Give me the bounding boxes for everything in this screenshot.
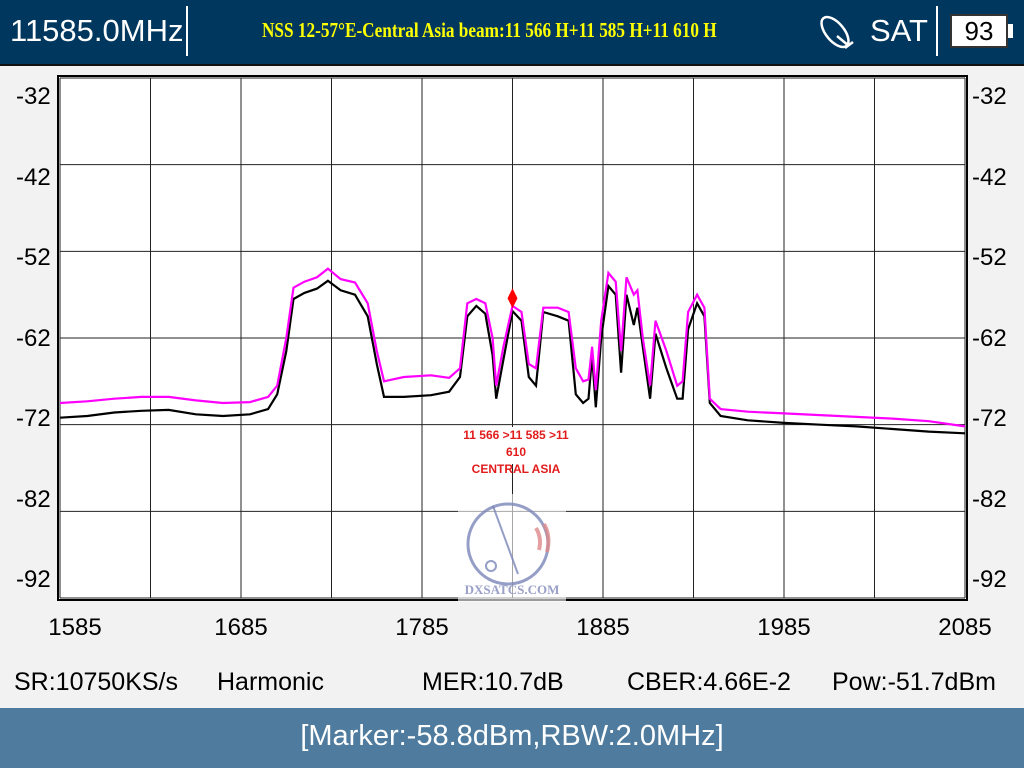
symbol-rate: SR:10750KS/s (14, 668, 178, 696)
y-tick-label-right: -32 (972, 83, 1007, 110)
x-tick-label: 2085 (938, 614, 992, 641)
x-tick-label: 1985 (757, 614, 811, 641)
y-tick-label-right: -42 (972, 163, 1007, 191)
watermark-text: DXSATCS.COM (465, 582, 560, 597)
y-tick-label-left: -52 (16, 244, 51, 271)
x-tick-label: 1585 (48, 614, 102, 641)
mer-value: MER:10.7dB (422, 668, 564, 696)
y-tick-label-right: -72 (972, 405, 1007, 432)
x-tick-label: 1785 (395, 614, 449, 641)
divider (936, 6, 938, 56)
y-tick-label-left: -72 (16, 405, 51, 432)
y-tick-label-left: -92 (16, 566, 51, 593)
battery-tip (1008, 24, 1013, 38)
marker-icon (507, 288, 518, 309)
y-tick-label-left: -82 (16, 485, 51, 513)
y-tick-label-left: -62 (16, 324, 51, 352)
max-hold-trace (59, 267, 966, 428)
divider (186, 6, 188, 56)
header-bar: 11585.0MHz NSS 12-57°E-Central Asia beam… (0, 0, 1024, 66)
y-tick-label-right: -52 (972, 244, 1007, 271)
y-tick-label-left: -32 (16, 83, 51, 110)
x-tick-label: 1885 (576, 614, 630, 641)
transponder-note: 11 566 >11 585 >11 610 CENTRAL ASIA (452, 427, 580, 476)
y-tick-label-right: -82 (972, 485, 1007, 513)
dxsatcs-watermark-logo: DXSATCS.COM (458, 494, 566, 602)
mode-label[interactable]: SAT (870, 13, 928, 48)
satellite-title: NSS 12-57°E-Central Asia beam:11 566 H+1… (262, 18, 717, 42)
live-trace (59, 279, 966, 435)
satellite-dish-icon (820, 15, 854, 49)
cber-value: CBER:4.66E-2 (627, 668, 791, 696)
marker-status-bar: [Marker:-58.8dBm,RBW:2.0MHz] (0, 708, 1024, 768)
note-line-1: 11 566 >11 585 >11 610 (463, 428, 569, 459)
harmonic-label: Harmonic (217, 668, 324, 696)
note-line-2: CENTRAL ASIA (471, 462, 561, 476)
y-tick-label-right: -92 (972, 566, 1007, 593)
x-tick-label: 1685 (214, 614, 268, 641)
y-tick-label-right: -62 (972, 324, 1007, 352)
battery-icon: 93 (950, 14, 1008, 48)
power-value: Pow:-51.7dBm (832, 668, 996, 696)
center-frequency[interactable]: 11585.0MHz (10, 13, 184, 48)
y-tick-label-left: -42 (16, 163, 51, 191)
